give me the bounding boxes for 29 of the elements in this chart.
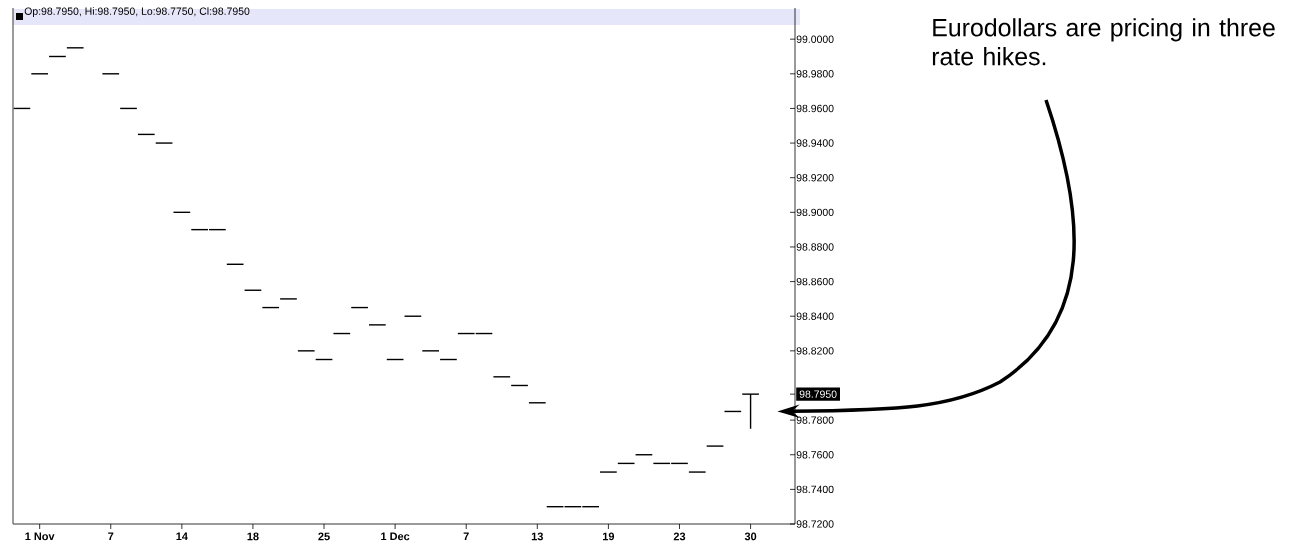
y-tick-label: 98.7600 <box>796 451 834 459</box>
y-tick-label: 98.9800 <box>796 70 834 78</box>
y-tick-label: 98.7950 <box>799 390 837 398</box>
y-tick-label: 98.9200 <box>796 174 834 182</box>
x-tick-label: 7 <box>108 532 114 541</box>
x-tick-label: 1 Nov <box>25 532 55 541</box>
y-tick-label: 98.9400 <box>796 139 834 147</box>
y-tick-label: 98.8200 <box>796 347 834 355</box>
y-tick-label: 98.8400 <box>796 312 834 320</box>
x-tick-label: 14 <box>176 532 188 541</box>
x-tick-label: 7 <box>463 532 469 541</box>
text: Eurodollars are pricing in three rate hikes. <box>932 18 1275 66</box>
y-tick-label: 98.7200 <box>796 520 834 528</box>
y-tick-label: 98.7800 <box>796 416 834 424</box>
chart-title: Op:98.7950, Hi:98.7950, Lo:98.7750, Cl:98.7950 <box>24 7 250 17</box>
x-tick-label: 18 <box>247 532 259 541</box>
x-tick-label: 25 <box>318 532 330 541</box>
x-tick-label: 30 <box>744 532 757 541</box>
y-tick-label: 99.0000 <box>796 35 834 43</box>
y-tick-label: 98.8800 <box>796 243 834 251</box>
y-tick-label: 98.9000 <box>796 208 834 217</box>
y-tick-label: 98.8600 <box>796 277 834 286</box>
x-tick-label: 1 Dec <box>381 532 410 541</box>
x-tick-label: 13 <box>531 532 543 541</box>
x-tick-label: 23 <box>673 532 686 541</box>
candlestick <box>741 393 760 430</box>
y-tick-label: 98.9600 <box>796 104 834 113</box>
y-tick-label: 98.7400 <box>796 485 834 494</box>
x-tick-label: 19 <box>602 532 615 541</box>
